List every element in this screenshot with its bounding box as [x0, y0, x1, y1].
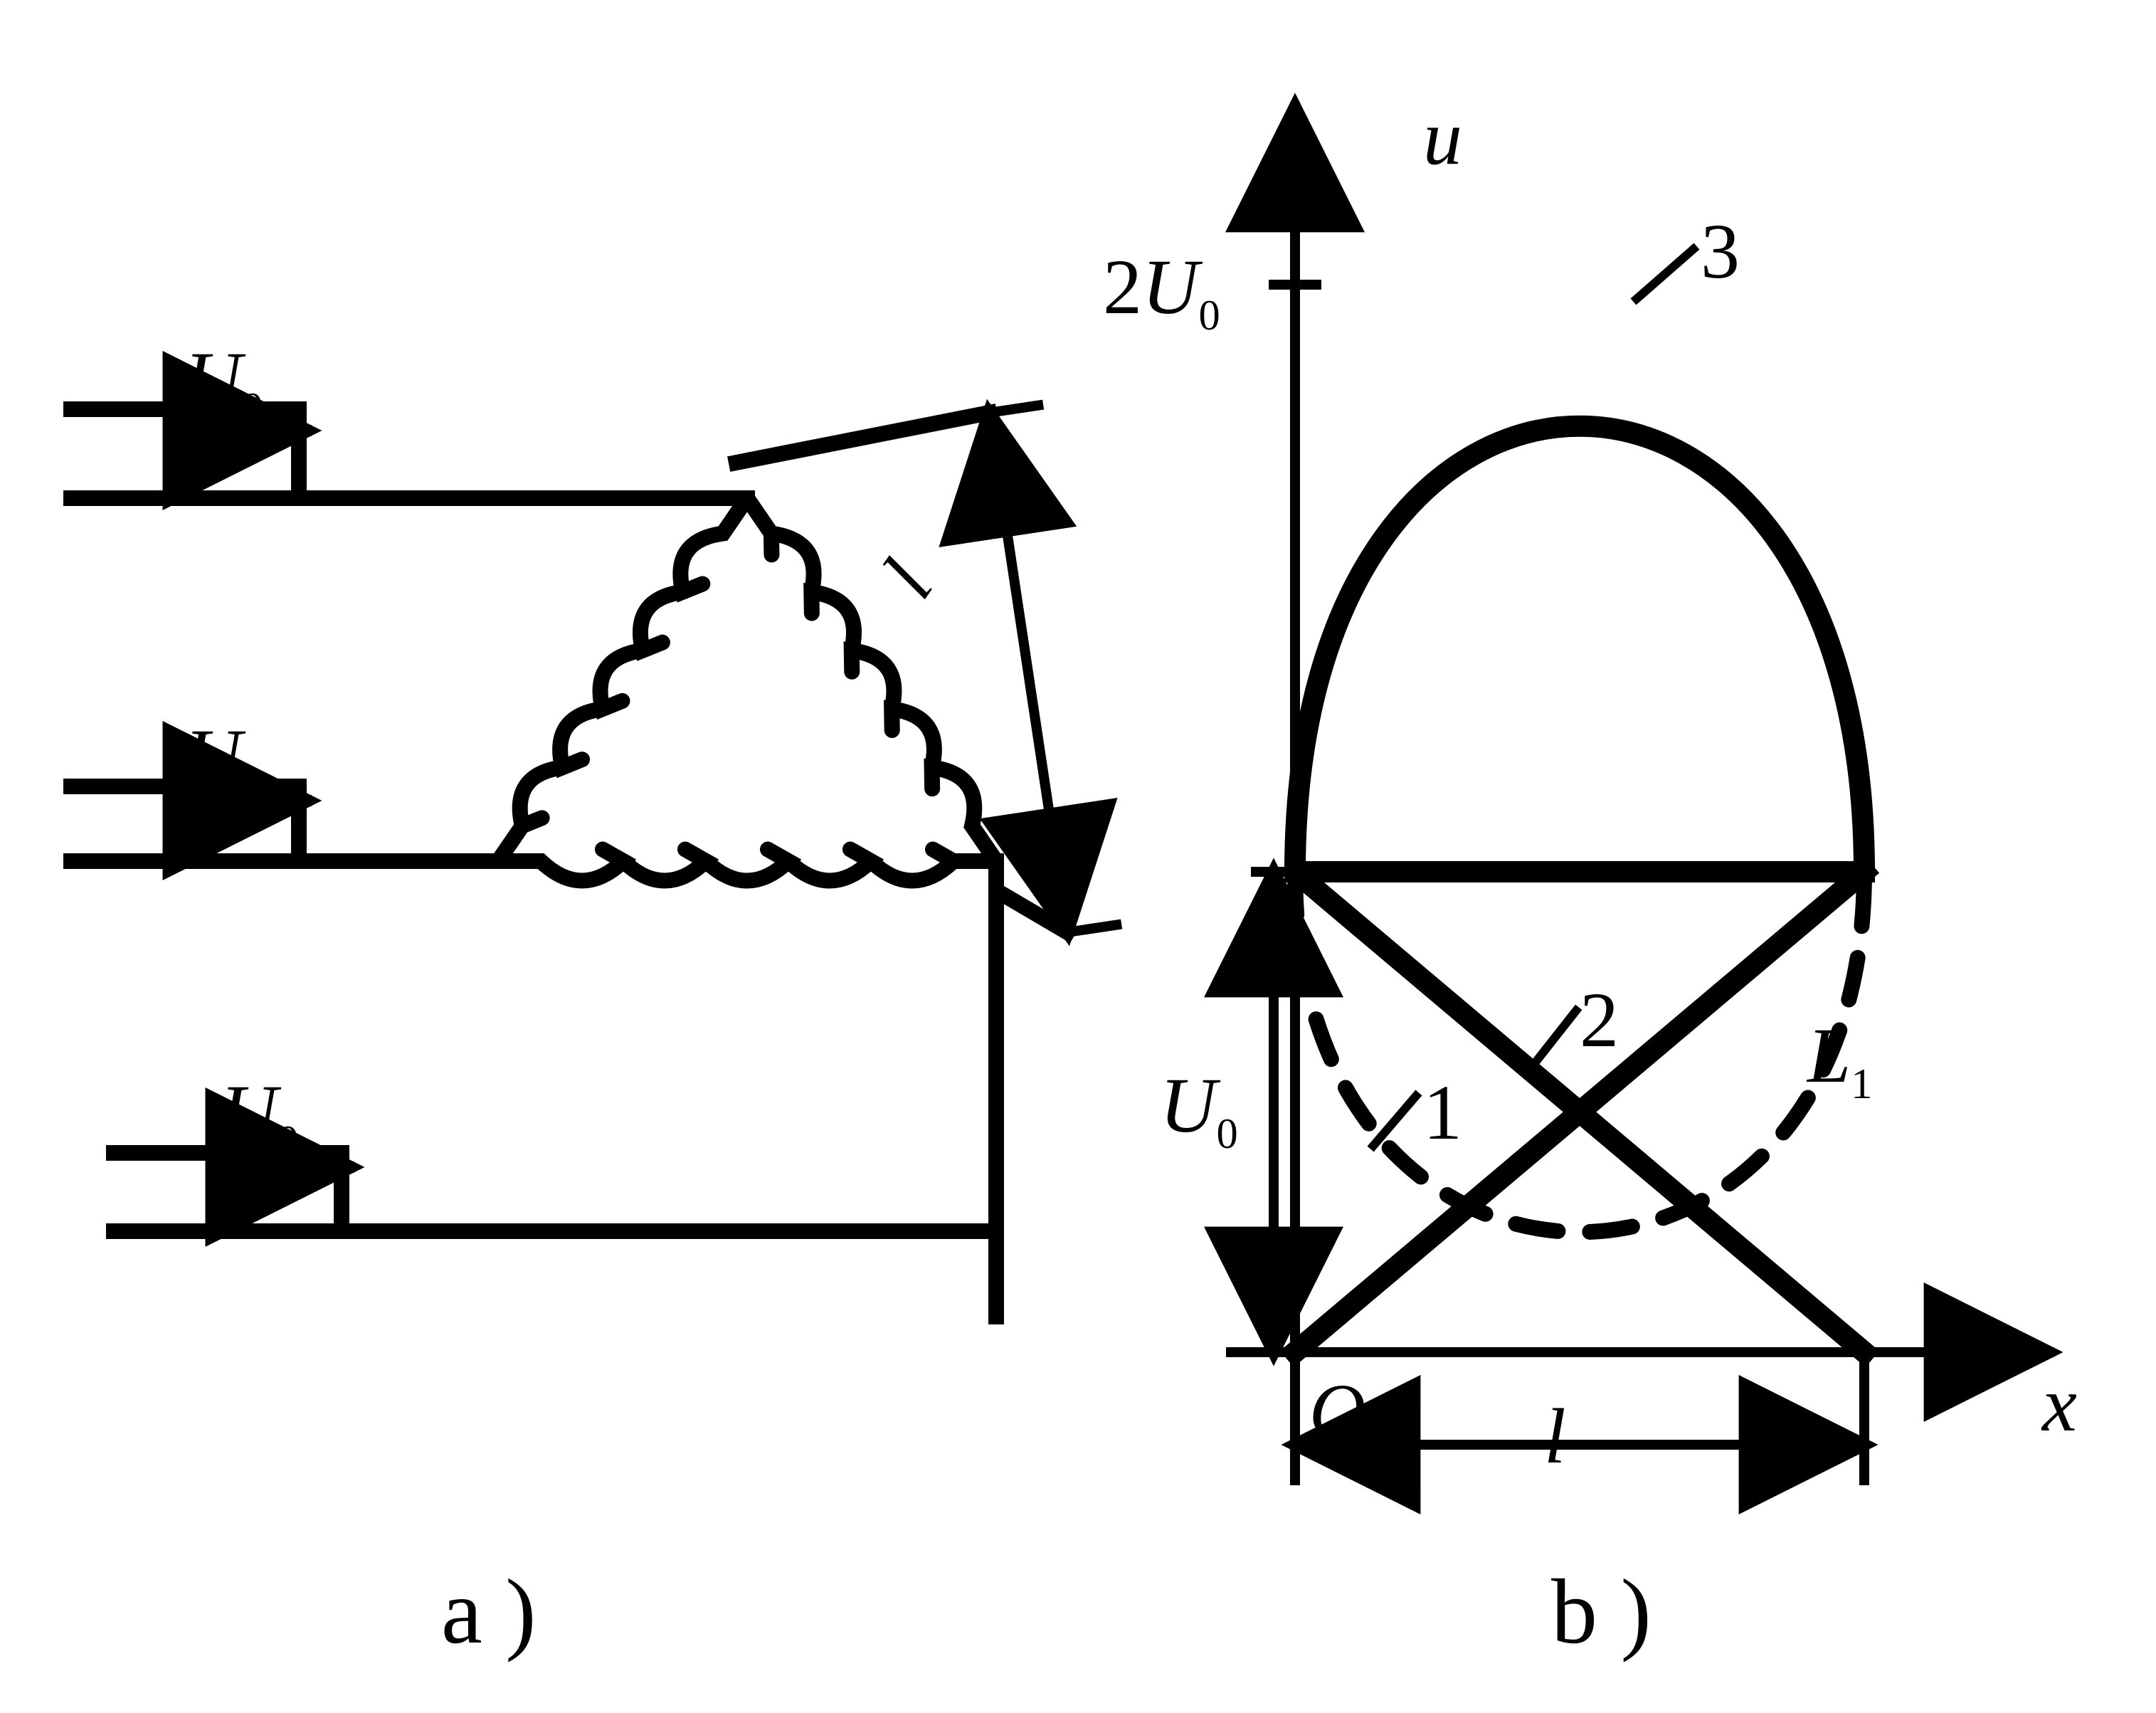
panel-b-x-label: x: [2042, 1359, 2077, 1450]
panel-b-u0-label: U0: [1160, 1060, 1238, 1159]
panel-b-curve3-label: 3: [1701, 206, 1740, 297]
panel-b-y-label: u: [1423, 93, 1462, 183]
figure-canvas: [0, 0, 2156, 1713]
panel-a-coil: [498, 498, 747, 861]
panel-b-curve1-label: 1: [1423, 1068, 1462, 1158]
panel-b-l-label: l: [1544, 1391, 1566, 1482]
panel-a-caption: a ): [441, 1559, 537, 1665]
panel-a-coil: [498, 850, 996, 881]
panel-b-curve2-label: 2: [1580, 975, 1619, 1065]
panel-a-u0-label: U0: [221, 1068, 299, 1166]
panel-b-2u0-label: 2U0: [1103, 242, 1220, 341]
panel-a-u0-label: U0: [185, 334, 263, 433]
panel-a-u0-label: U0: [185, 712, 263, 811]
panel-b-curve-3: [1295, 426, 1864, 872]
panel-b-L1-label: L1: [1807, 1011, 1872, 1110]
panel-b-origin-label: O: [1309, 1366, 1365, 1457]
panel-b-caption: b ): [1551, 1559, 1652, 1665]
